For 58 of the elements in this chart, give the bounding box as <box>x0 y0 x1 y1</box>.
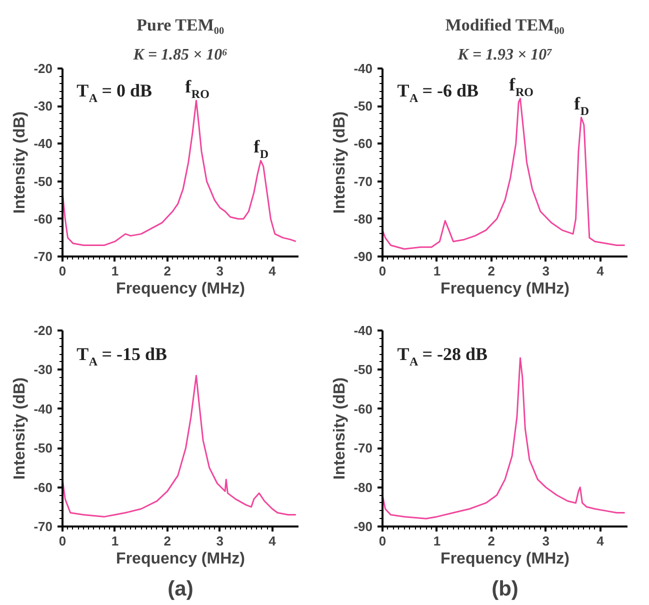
y-tick-label: -30 <box>34 362 53 378</box>
y-tick-label: -60 <box>34 480 53 495</box>
x-tick-label: 2 <box>488 534 496 548</box>
x-tick-label: 2 <box>164 534 172 548</box>
x-tick-label: 4 <box>268 534 277 548</box>
y-axis-title: Intensity (dB) <box>332 377 349 480</box>
y-tick-label: -60 <box>354 401 373 416</box>
y-tick-label: -70 <box>34 519 53 534</box>
y-tick-label: -60 <box>354 136 373 152</box>
chart-subtitle: K = 1.93 × 10⁷ <box>456 46 553 64</box>
y-tick-label: -30 <box>34 98 53 114</box>
y-tick-label: -70 <box>354 174 373 189</box>
x-tick-label: 2 <box>164 264 172 278</box>
x-tick-label: 3 <box>542 264 550 278</box>
x-tick-label: 0 <box>378 534 386 548</box>
y-tick-label: -90 <box>354 249 373 264</box>
chart-title: Modified TEM₀₀ <box>445 16 564 34</box>
chart-subtitle: K = 1.85 × 10⁶ <box>132 46 228 64</box>
x-tick-label: 1 <box>111 264 119 278</box>
y-tick-label: -70 <box>354 440 373 456</box>
x-tick-label: 1 <box>111 534 119 548</box>
x-axis-title: Frequency (MHz) <box>116 280 245 298</box>
y-tick-label: -20 <box>34 323 53 338</box>
y-tick-label: -40 <box>354 323 373 338</box>
x-tick-label: 0 <box>58 534 66 548</box>
x-tick-label: 1 <box>433 264 441 278</box>
x-tick-label: 0 <box>58 264 66 278</box>
y-axis-title: Intensity (dB) <box>12 377 29 480</box>
y-tick-label: -50 <box>34 174 53 189</box>
x-tick-label: 3 <box>216 534 224 548</box>
y-tick-label: -60 <box>34 211 53 226</box>
y-tick-label: -40 <box>354 61 373 76</box>
y-tick-label: -40 <box>34 136 53 152</box>
x-tick-label: 3 <box>216 264 224 278</box>
y-tick-label: -20 <box>34 61 53 76</box>
y-tick-label: -40 <box>34 401 53 416</box>
x-tick-label: 4 <box>596 534 605 548</box>
y-tick-label: -70 <box>34 249 53 264</box>
y-tick-label: -50 <box>354 362 373 378</box>
x-axis-title: Frequency (MHz) <box>440 550 570 568</box>
y-axis-title: Intensity (dB) <box>332 111 349 214</box>
x-tick-label: 4 <box>596 264 605 278</box>
x-tick-label: 2 <box>488 264 496 278</box>
x-axis-title: Frequency (MHz) <box>116 550 245 568</box>
y-tick-label: -80 <box>354 211 373 226</box>
y-axis-title: Intensity (dB) <box>12 111 29 214</box>
y-tick-label: -80 <box>354 480 373 495</box>
text: (b) <box>492 578 518 600</box>
x-tick-label: 3 <box>542 534 550 548</box>
y-tick-label: -50 <box>354 98 373 114</box>
chart-title: Pure TEM₀₀ <box>136 16 224 34</box>
x-axis-title: Frequency (MHz) <box>440 280 570 298</box>
x-tick-label: 0 <box>378 264 386 278</box>
text: (a) <box>168 578 194 600</box>
x-tick-label: 4 <box>268 264 277 278</box>
x-tick-label: 1 <box>433 534 441 548</box>
y-tick-label: -90 <box>354 519 373 534</box>
y-tick-label: -50 <box>34 440 53 456</box>
